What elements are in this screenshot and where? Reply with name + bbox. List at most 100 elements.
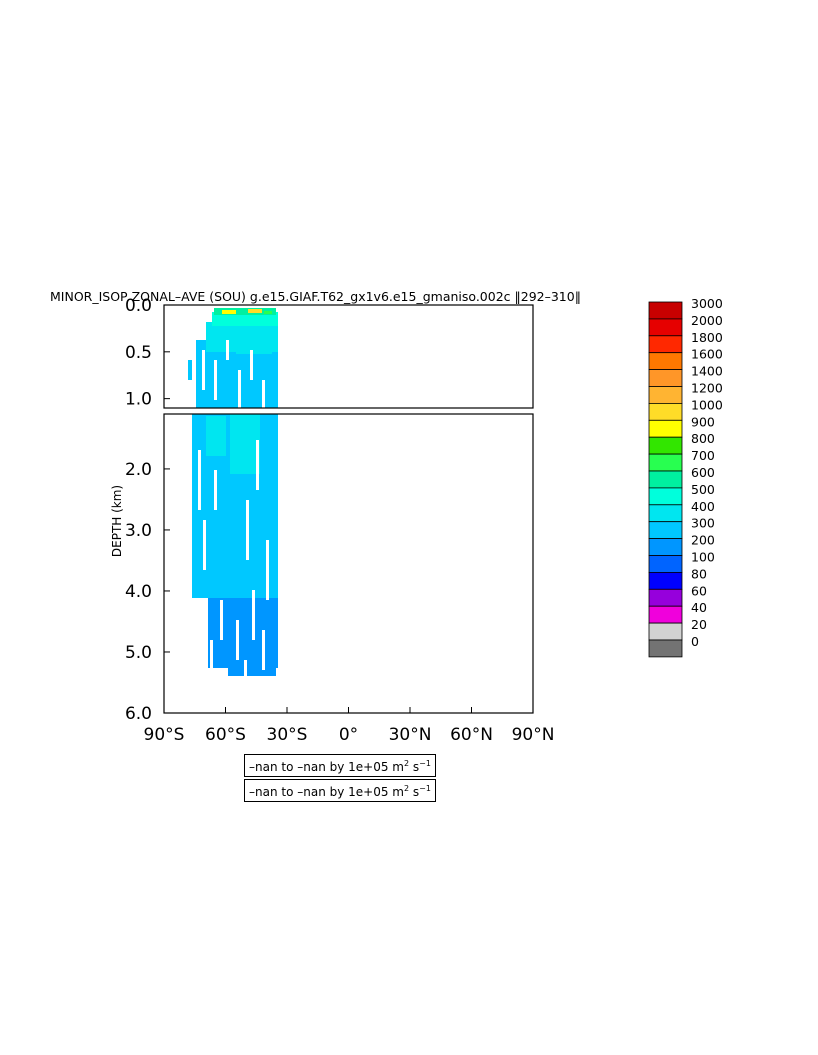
colorbar-swatch <box>648 386 683 404</box>
colorbar-swatch <box>648 639 683 658</box>
colorbar-swatch <box>648 588 683 607</box>
colorbar-swatch <box>648 622 683 641</box>
colorbar-label: 2000 <box>691 313 723 328</box>
colorbar-swatch <box>648 572 683 590</box>
field-cell <box>262 630 265 670</box>
field-cell <box>252 590 255 640</box>
field-cell <box>262 380 265 408</box>
contour-note-1: –nan to –nan by 1e+05 m2 s−1 <box>244 754 436 777</box>
colorbar-label: 1800 <box>691 330 723 345</box>
colorbar-label: 40 <box>691 600 707 615</box>
colorbar-label: 200 <box>691 533 715 548</box>
y-tick-label: 0.5 <box>125 343 152 363</box>
colorbar-swatch <box>648 369 683 387</box>
colorbar-swatch <box>648 436 683 455</box>
colorbar: 3000200018001600140012001000900800700600… <box>648 296 723 658</box>
y-tick-label: 6.0 <box>125 704 152 724</box>
x-tick-label: 90°N <box>512 725 555 745</box>
colorbar-label: 100 <box>691 550 715 565</box>
colorbar-label: 1200 <box>691 381 723 396</box>
colorbar-label: 1400 <box>691 364 723 379</box>
colorbar-swatch <box>648 402 683 421</box>
field-cell <box>266 540 269 600</box>
field-cell <box>214 360 217 400</box>
field-cell <box>228 668 276 676</box>
colorbar-swatch <box>648 555 683 573</box>
colorbar-label: 700 <box>691 448 715 463</box>
y-tick-label: 1.0 <box>125 390 152 410</box>
colorbar-swatch <box>648 453 683 472</box>
y-tick-label: 0.0 <box>125 296 152 316</box>
note-text: s <box>409 760 420 774</box>
colorbar-label: 1000 <box>691 397 723 412</box>
field-cell <box>220 600 223 640</box>
field-cell <box>188 360 192 380</box>
colorbar-swatch <box>648 318 683 337</box>
colorbar-label: 500 <box>691 482 715 497</box>
x-tick-label: 60°N <box>450 725 493 745</box>
field-cell <box>208 598 278 668</box>
colorbar-label: 900 <box>691 414 715 429</box>
y-tick-label: 3.0 <box>125 521 152 541</box>
field-cell <box>214 470 217 510</box>
field-cell <box>206 416 226 456</box>
colorbar-swatch <box>648 487 683 506</box>
field-cell <box>246 500 249 560</box>
field-cell <box>264 311 272 314</box>
colorbar-swatch <box>648 605 683 624</box>
field-cell <box>248 309 262 313</box>
data-field <box>188 308 278 676</box>
field-cell <box>226 340 229 360</box>
colorbar-swatch <box>648 538 683 556</box>
field-cell <box>250 350 253 380</box>
x-tick-label: 30°S <box>267 725 308 745</box>
chart-title: MINOR_ISOP ZONAL–AVE (SOU) g.e15.GIAF.T6… <box>50 289 581 304</box>
y-tick-label: 5.0 <box>125 643 152 663</box>
colorbar-label: 20 <box>691 617 707 632</box>
note-exponent: −1 <box>419 784 431 793</box>
contour-note-2: –nan to –nan by 1e+05 m2 s−1 <box>244 779 436 802</box>
colorbar-label: 400 <box>691 499 715 514</box>
field-cell <box>256 440 259 490</box>
note-text: s <box>409 785 420 799</box>
field-cell <box>236 330 272 354</box>
colorbar-swatch <box>648 352 683 371</box>
colorbar-label: 3000 <box>691 296 723 311</box>
field-cell <box>222 310 236 314</box>
x-axis: 90°S 60°S 30°S 0° 30°N 60°N 90°N <box>144 707 555 745</box>
note-text: –nan to –nan by 1e+05 m <box>249 760 404 774</box>
colorbar-label: 0 <box>691 634 699 649</box>
colorbar-swatch <box>648 335 683 354</box>
field-cell <box>236 620 239 660</box>
colorbar-swatch <box>648 504 683 523</box>
field-cell <box>210 640 213 670</box>
y-axis-upper: 0.0 0.5 1.0 <box>125 296 170 410</box>
field-cell <box>202 350 205 390</box>
y-axis-lower: 2.0 3.0 4.0 5.0 6.0 <box>125 460 170 724</box>
colorbar-swatch <box>648 521 683 540</box>
note-text: –nan to –nan by 1e+05 m <box>249 785 404 799</box>
x-tick-label: 30°N <box>389 725 432 745</box>
field-cell <box>212 312 278 326</box>
colorbar-swatch <box>648 419 683 438</box>
colorbar-label: 60 <box>691 583 707 598</box>
field-cell <box>203 520 206 570</box>
x-tick-label: 90°S <box>144 725 185 745</box>
field-cell <box>244 660 247 676</box>
colorbar-label: 800 <box>691 431 715 446</box>
x-tick-label: 0° <box>339 725 358 745</box>
field-cell <box>238 370 241 408</box>
note-exponent: 2 <box>404 759 410 768</box>
field-cell <box>214 308 276 315</box>
upper-panel-frame <box>163 304 534 409</box>
colorbar-label: 300 <box>691 516 715 531</box>
colorbar-swatch <box>648 301 683 320</box>
y-axis-label: DEPTH (km) <box>110 485 124 557</box>
colorbar-label: 600 <box>691 465 715 480</box>
colorbar-label: 1600 <box>691 347 723 362</box>
note-exponent: −1 <box>419 759 431 768</box>
field-cell <box>230 414 260 474</box>
x-tick-label: 60°S <box>205 725 246 745</box>
y-tick-label: 4.0 <box>125 582 152 602</box>
